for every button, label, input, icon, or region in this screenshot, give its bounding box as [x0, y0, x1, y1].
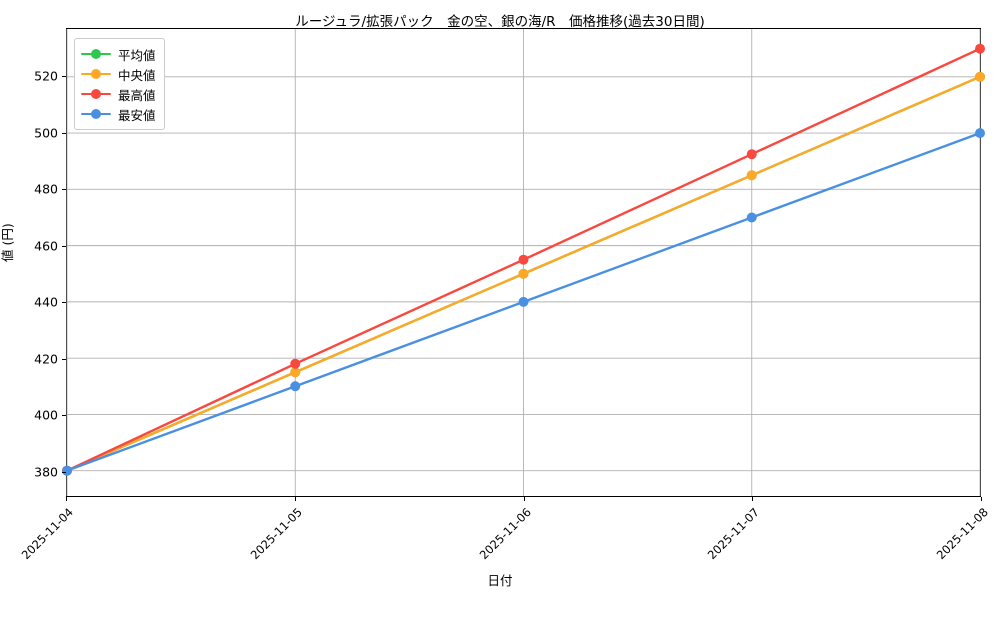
y-tick-mark [62, 189, 66, 191]
series-lines [62, 43, 985, 476]
legend-item-median[interactable]: 中央値 [81, 64, 156, 84]
legend-item-mean[interactable]: 平均値 [81, 44, 156, 64]
data-point [746, 149, 757, 160]
y-tick-label: 460 [34, 238, 58, 254]
data-point [290, 381, 301, 392]
series-最安値 [62, 128, 985, 476]
data-point [62, 465, 72, 476]
chart-figure: ルージュラ/拡張パック 金の空、銀の海/R 価格推移(過去30日間) 値 (円)… [0, 14, 991, 588]
legend-label: 最高値 [118, 87, 156, 103]
plot-area [62, 28, 985, 497]
data-point [975, 43, 985, 54]
y-tick-label: 400 [34, 407, 58, 423]
data-point [518, 254, 529, 265]
x-tick-mark [66, 497, 67, 501]
data-point [518, 296, 529, 307]
x-tick-mark [981, 497, 982, 501]
series-中央値 [62, 71, 985, 476]
data-point [746, 212, 757, 223]
legend-label: 中央値 [118, 67, 156, 83]
x-tick-label: 2025-11-08 [933, 505, 991, 563]
data-point [975, 128, 985, 139]
y-tick-label: 520 [34, 68, 58, 84]
y-tick-mark [62, 358, 66, 360]
y-axis-label: 値 (円) [0, 223, 15, 262]
data-point [290, 367, 301, 378]
y-tick-mark [62, 415, 66, 417]
data-point [975, 71, 985, 82]
y-tick-label: 420 [34, 351, 58, 367]
y-tick-label: 500 [34, 125, 58, 141]
x-tick-mark [294, 497, 296, 501]
legend-label: 最安値 [118, 107, 156, 123]
legend-marker-icon [81, 87, 111, 101]
y-tick-mark [62, 76, 66, 78]
y-tick-mark [62, 302, 66, 304]
chart-title: ルージュラ/拡張パック 金の空、銀の海/R 価格推移(過去30日間) [295, 14, 705, 30]
data-point [746, 170, 757, 181]
y-tick-mark [62, 471, 66, 473]
x-axis-label: 日付 [487, 573, 513, 588]
x-tick-mark [752, 497, 754, 501]
y-tick-label: 440 [34, 294, 58, 310]
data-point [518, 268, 529, 279]
legend-marker-icon [81, 47, 111, 61]
x-tick-label: 2025-11-05 [247, 505, 305, 563]
legend-item-min[interactable]: 最安値 [81, 104, 156, 124]
x-tick-label: 2025-11-04 [18, 505, 76, 563]
legend-item-max[interactable]: 最高値 [81, 84, 156, 104]
legend-marker-icon [81, 67, 111, 81]
data-point [290, 358, 301, 369]
x-tick-mark [523, 497, 525, 501]
y-tick-mark [62, 132, 66, 134]
x-tick-label: 2025-11-07 [704, 505, 763, 563]
y-tick-label: 380 [34, 464, 58, 480]
x-tick-label: 2025-11-06 [476, 505, 534, 563]
chart-legend: 平均値 中央値 最高値 最安値 [74, 38, 165, 130]
legend-label: 平均値 [118, 47, 156, 63]
series-最高値 [62, 43, 985, 476]
y-tick-mark [62, 245, 66, 247]
y-tick-label: 480 [34, 181, 58, 197]
legend-marker-icon [81, 107, 111, 121]
